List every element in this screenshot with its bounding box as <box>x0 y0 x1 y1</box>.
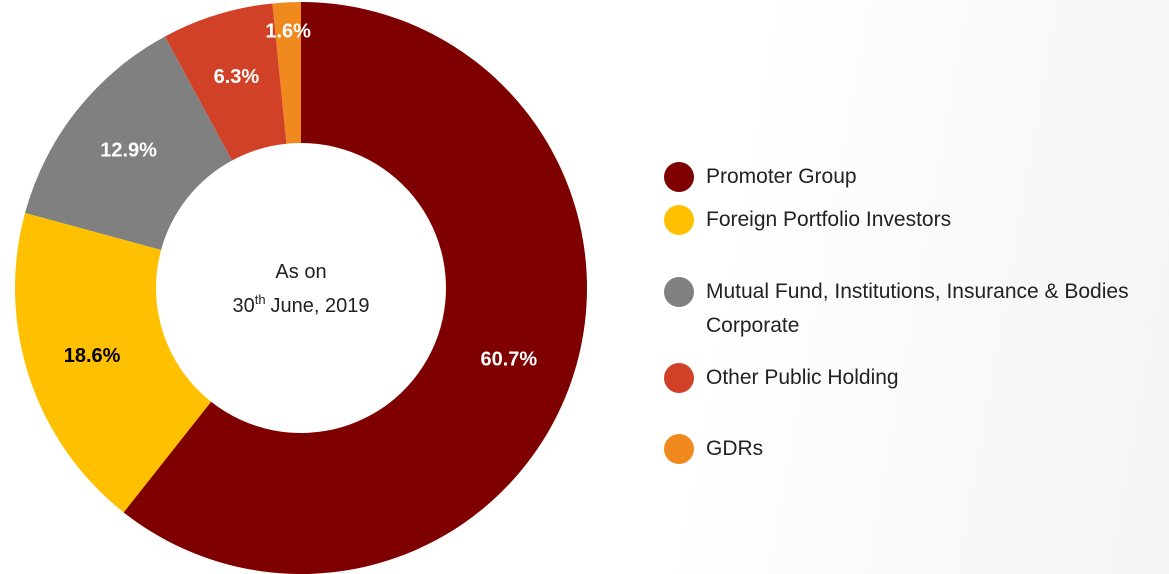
donut-slice <box>24 36 233 250</box>
slice-label: 6.3% <box>214 66 260 88</box>
legend-swatch <box>664 434 694 464</box>
legend-label: GDRs <box>706 437 764 460</box>
center-suffix: th <box>255 292 266 307</box>
legend-label: Foreign Portfolio Investors <box>706 208 952 231</box>
donut-slice <box>272 2 301 144</box>
legend-swatch <box>664 205 694 235</box>
legend-label: Mutual Fund, Institutions, Insurance & B… <box>706 280 1129 337</box>
chart: As on 30th June, 2019 60.7% 18.6% 12.9% 6.3%… <box>15 2 587 574</box>
legend-swatch <box>664 162 694 192</box>
donut-slice <box>15 213 212 513</box>
legend-label: Other Public Holding <box>706 366 899 389</box>
legend-item: Other Public Holding <box>664 361 1164 395</box>
center-day: 30 <box>232 295 254 317</box>
legend-item: GDRs <box>664 432 1164 466</box>
slice-label: 12.9% <box>100 140 157 162</box>
legend-item: Mutual Fund, Institutions, Insurance & B… <box>664 275 1164 343</box>
legend-swatch <box>664 277 694 307</box>
donut-slice <box>164 3 287 161</box>
legend-swatch <box>664 363 694 393</box>
slice-label: 60.7% <box>480 348 537 370</box>
legend-item: Promoter Group <box>664 160 1164 194</box>
center-label-line2: 30th June, 2019 <box>232 292 369 317</box>
slice-label: 18.6% <box>64 345 121 367</box>
center-label-line1: As on <box>275 261 326 283</box>
slice-label: 1.6% <box>265 21 311 43</box>
center-rest: June, 2019 <box>271 295 370 317</box>
donut-slice <box>123 2 587 574</box>
legend-label: Promoter Group <box>706 165 857 188</box>
legend-item: Foreign Portfolio Investors <box>664 203 1164 237</box>
